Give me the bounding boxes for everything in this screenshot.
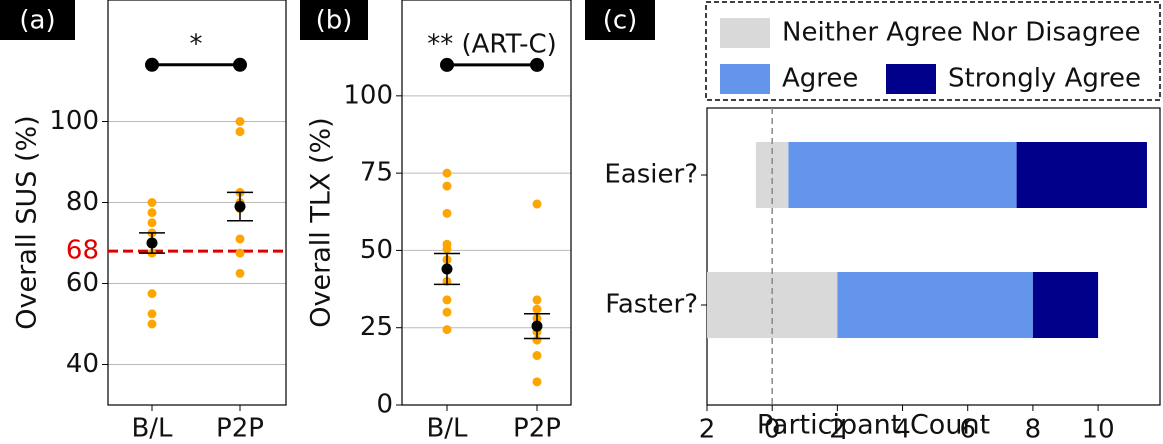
data-point xyxy=(532,377,542,387)
legend-label: Neither Agree Nor Disagree xyxy=(782,18,1141,48)
significance-end xyxy=(530,57,544,72)
y-tick-label: 80 xyxy=(66,187,99,217)
significance-label: * xyxy=(190,29,203,59)
x-axis-label: Participant Count xyxy=(757,410,990,441)
data-point xyxy=(532,304,542,314)
data-point xyxy=(442,325,452,335)
y-axis-label: Overall SUS (%) xyxy=(12,115,43,329)
data-point xyxy=(532,295,542,305)
axes-frame xyxy=(107,0,287,406)
x-tick-label: 0 xyxy=(764,415,781,444)
bar-segment xyxy=(788,142,1017,208)
x-tick-label: P2P xyxy=(513,414,561,444)
data-point xyxy=(442,307,452,317)
data-point xyxy=(147,218,157,228)
y-tick-label: 40 xyxy=(66,349,99,379)
y-tick-label: 0 xyxy=(376,390,393,420)
data-point xyxy=(235,117,245,126)
panel-label-box xyxy=(300,0,368,40)
mean-point xyxy=(531,320,543,332)
panel-label-box xyxy=(0,0,75,40)
panel-label: (c) xyxy=(603,6,638,36)
x-tick-label: 8 xyxy=(1025,415,1042,444)
bar-segment xyxy=(1016,142,1147,208)
legend-label: Agree xyxy=(782,64,858,94)
significance-end xyxy=(233,57,247,72)
data-point xyxy=(442,168,452,178)
data-point xyxy=(442,295,452,305)
data-point xyxy=(235,234,245,244)
reference-label: 68 xyxy=(66,236,99,266)
x-tick-label: 6 xyxy=(959,415,976,444)
bar-segment xyxy=(837,272,1033,338)
legend-swatch xyxy=(886,64,936,94)
y-tick-label: 60 xyxy=(66,268,99,298)
axes-frame xyxy=(401,0,572,406)
mean-point xyxy=(441,263,453,275)
significance-label: ** (ART-C) xyxy=(427,29,557,59)
mean-point xyxy=(234,201,246,213)
y-tick-label: Easier? xyxy=(604,160,698,190)
data-point xyxy=(147,208,157,218)
y-tick-label: 75 xyxy=(360,158,393,188)
legend-box xyxy=(705,1,1161,101)
mean-point xyxy=(146,237,158,249)
data-point xyxy=(442,181,452,191)
significance-end xyxy=(145,57,159,72)
data-point xyxy=(532,351,542,361)
legend-label: Strongly Agree xyxy=(948,64,1141,94)
y-tick-label: 100 xyxy=(49,106,99,136)
data-point xyxy=(442,208,452,218)
data-point xyxy=(442,244,452,254)
data-point xyxy=(532,199,542,209)
data-point xyxy=(147,198,157,207)
x-tick-label: 2 xyxy=(699,415,716,444)
panel-label: (b) xyxy=(316,6,353,36)
bar-segment xyxy=(1032,272,1099,338)
x-tick-label: 10 xyxy=(1082,415,1115,444)
significance-end xyxy=(440,57,454,72)
data-point xyxy=(147,319,157,329)
axes-frame xyxy=(706,107,1161,406)
panel-label-box xyxy=(585,0,655,40)
x-tick-label: 2 xyxy=(829,415,846,444)
y-tick-label: Faster? xyxy=(605,290,698,320)
x-tick-label: B/L xyxy=(426,414,468,444)
data-point xyxy=(235,268,245,278)
y-tick-label: 100 xyxy=(343,80,393,110)
data-point xyxy=(235,248,245,258)
y-tick-label: 25 xyxy=(360,312,393,342)
legend-swatch xyxy=(720,18,770,48)
data-point xyxy=(147,309,157,319)
legend-swatch xyxy=(720,64,770,94)
y-axis-label: Overall TLX (%) xyxy=(306,117,337,327)
panel-label: (a) xyxy=(19,6,55,36)
x-tick-label: B/L xyxy=(131,414,173,444)
x-tick-label: 4 xyxy=(894,415,911,444)
data-point xyxy=(147,289,157,299)
data-point xyxy=(235,127,245,137)
y-tick-label: 50 xyxy=(360,235,393,265)
x-tick-label: P2P xyxy=(216,414,264,444)
